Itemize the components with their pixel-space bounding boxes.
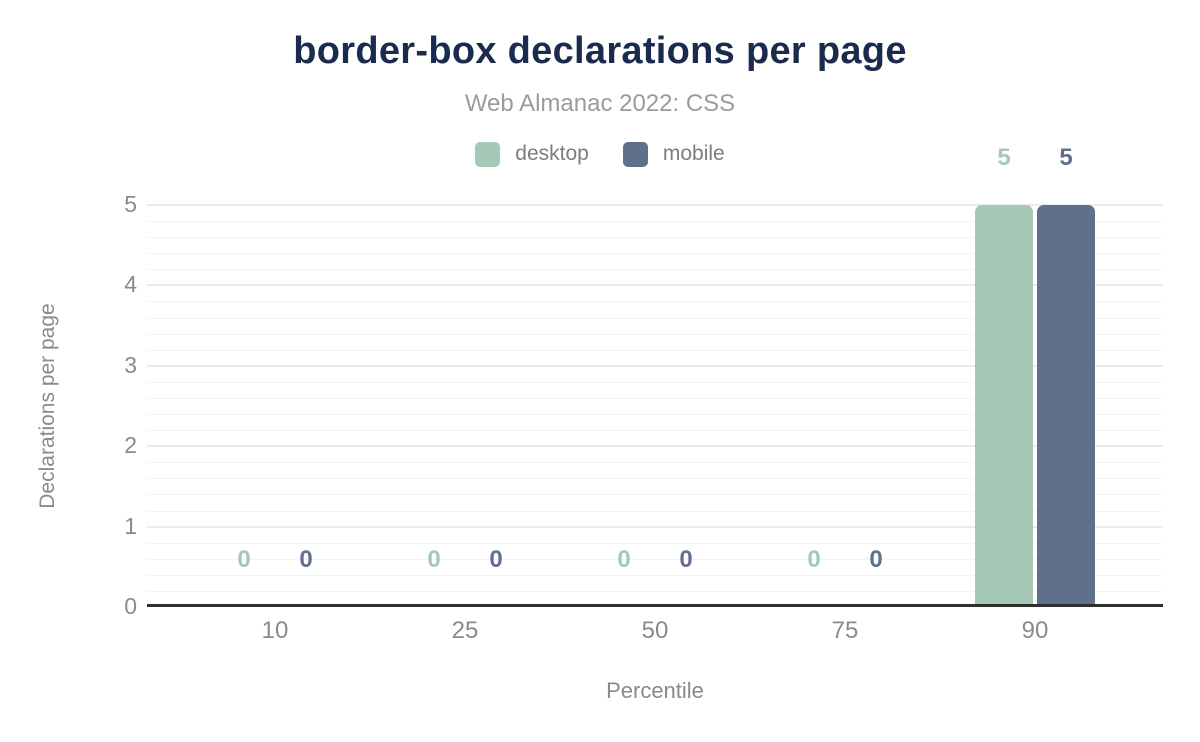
value-label-mobile-50: 0	[679, 546, 693, 573]
x-axis-title: Percentile	[606, 678, 704, 703]
legend-item-desktop[interactable]: desktop	[475, 141, 589, 167]
minor-gridline	[147, 317, 1163, 319]
mobile-swatch-icon	[622, 141, 648, 167]
major-gridline	[147, 445, 1163, 448]
legend-item-mobile[interactable]: mobile	[622, 141, 725, 167]
x-tick-label: 75	[831, 617, 859, 644]
value-label-desktop-75: 0	[807, 546, 821, 573]
x-tick-label: 25	[451, 617, 479, 644]
minor-gridline	[147, 301, 1163, 303]
chart-subtitle: Web Almanac 2022: CSS	[464, 90, 736, 117]
minor-gridline	[147, 397, 1163, 399]
value-label-mobile-25: 0	[489, 546, 503, 573]
legend-label-mobile: mobile	[662, 142, 725, 165]
bar-mobile-90[interactable]	[1037, 205, 1095, 607]
x-tick-label: 50	[641, 617, 669, 644]
minor-gridline	[147, 478, 1163, 480]
minor-gridline	[147, 381, 1163, 383]
value-label-mobile-90: 5	[1059, 144, 1073, 171]
y-tick-label: 0	[124, 593, 137, 619]
minor-gridline	[147, 269, 1163, 271]
minor-gridline	[147, 574, 1163, 576]
value-label-mobile-10: 0	[299, 546, 313, 573]
y-tick-label: 2	[124, 432, 137, 459]
minor-gridline	[147, 558, 1163, 560]
y-tick-label: 3	[124, 351, 137, 378]
major-gridline	[147, 525, 1163, 528]
minor-gridline	[147, 414, 1163, 416]
y-tick-label: 4	[124, 271, 137, 298]
value-label-desktop-25: 0	[427, 546, 441, 573]
minor-gridline	[147, 333, 1163, 335]
plot-area	[147, 204, 1163, 607]
value-label-desktop-90: 5	[997, 144, 1011, 171]
minor-gridline	[147, 494, 1163, 496]
value-label-desktop-10: 0	[237, 546, 251, 573]
y-tick-label: 1	[124, 512, 137, 539]
major-gridline	[147, 204, 1163, 206]
minor-gridline	[147, 349, 1163, 351]
major-gridline	[147, 364, 1163, 367]
y-tick-label: 5	[124, 191, 137, 217]
minor-gridline	[147, 237, 1163, 239]
minor-gridline	[147, 221, 1163, 223]
legend: desktop mobile	[0, 140, 1200, 168]
x-tick-label: 10	[261, 617, 289, 644]
x-tick-label: 90	[1021, 617, 1049, 644]
bar-desktop-90[interactable]	[975, 205, 1033, 607]
minor-gridline	[147, 510, 1163, 512]
minor-gridline	[147, 253, 1163, 255]
chart-title: border-box declarations per page	[293, 30, 907, 72]
desktop-swatch-icon	[475, 141, 501, 167]
minor-gridline	[147, 542, 1163, 544]
value-label-desktop-50: 0	[617, 546, 631, 573]
y-axis-title: Declarations per page	[36, 303, 59, 509]
x-axis-line	[147, 604, 1163, 607]
minor-gridline	[147, 590, 1163, 592]
legend-label-desktop: desktop	[515, 142, 589, 165]
minor-gridline	[147, 462, 1163, 464]
minor-gridline	[147, 430, 1163, 432]
value-label-mobile-75: 0	[869, 546, 883, 573]
major-gridline	[147, 284, 1163, 287]
